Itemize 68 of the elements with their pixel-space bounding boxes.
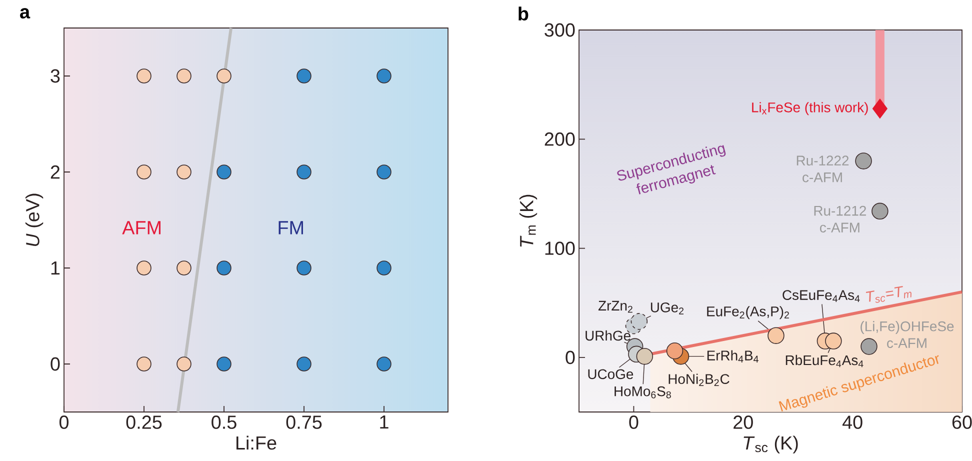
point [296,68,312,84]
point [216,356,232,372]
x-tick-label: 0 [59,416,69,429]
point [216,68,232,84]
point [136,68,152,84]
x-tick-label: 60 [952,416,972,429]
annotation: HoNi$_{2}$B$_{2}$C [668,374,730,386]
point [136,260,152,276]
y-tick-label: 1 [51,261,60,275]
point [855,152,872,170]
annotation: Li$_{x}$FeSe (this work) [752,102,868,116]
y-tick-label: 300 [544,23,575,37]
y-tick-label: 0 [566,350,575,364]
y-tick-label: 2 [50,165,60,179]
x-tick-label: 0 [629,416,638,429]
annotation: (Li,Fe)OHFeSe c-AFM [860,321,954,348]
point [176,68,192,84]
x-tick-label: 40 [842,416,862,429]
annotation: UCoGe [588,369,634,380]
point [872,98,888,118]
point [872,202,888,220]
x-tick-label: 1 [380,416,388,429]
x-axis-title: Li:Fe [236,436,276,450]
point [296,260,312,276]
annotation: Ru-1222 c-AFM [796,156,849,182]
point [296,164,312,180]
annotation: Ru-1212 c-AFM [814,206,866,232]
annotation: UGe$_{2}$ [650,302,684,314]
x-tick-label: 0.75 [286,416,322,429]
text: T$_{sc}$=T$_{m}$ [866,286,912,303]
point [176,164,192,180]
point [216,260,232,276]
point [666,342,684,360]
point [630,313,648,330]
point [376,68,392,84]
chart-title: a [20,8,30,19]
point [376,164,392,180]
y-tick-label: 100 [545,242,575,255]
x-tick-label: 0.25 [126,416,162,429]
y-tick-label: 0 [50,357,60,371]
point [216,164,232,180]
x-tick-label: 0.5 [212,416,236,429]
annotation: ErRh$_{4}$B$_{4}$ [707,350,758,362]
point [176,260,192,276]
annotation: ZrZn$_{2}$ [598,300,632,313]
point [176,356,192,372]
point [376,260,392,276]
point [825,332,842,350]
point [136,356,152,372]
y-tick-label: 200 [544,132,575,146]
point [376,356,392,372]
point [768,327,784,344]
point [860,338,878,355]
y-axis-title: U (eV) [25,194,44,246]
point [136,164,152,180]
x-axis-title: T$_{sc}$ (K) [744,436,798,454]
chart-title: b [518,6,528,20]
annotation: URhGe [586,330,630,341]
point [636,348,654,365]
annotation: AFM [122,221,160,234]
y-axis-title: T$_{m}$ (K) [519,194,538,247]
annotation: FM [278,221,303,234]
y-tick-label: 3 [50,69,60,83]
annotation: HoMo$_{6}$S$_{8}$ [614,386,671,398]
annotation: CsEuFe$_{4}$As$_{4}$ [782,290,860,302]
annotation: EuFe$_{2}$(As,P)$_{2}$ [707,306,789,320]
x-tick-label: 20 [734,416,753,429]
point [296,356,312,372]
